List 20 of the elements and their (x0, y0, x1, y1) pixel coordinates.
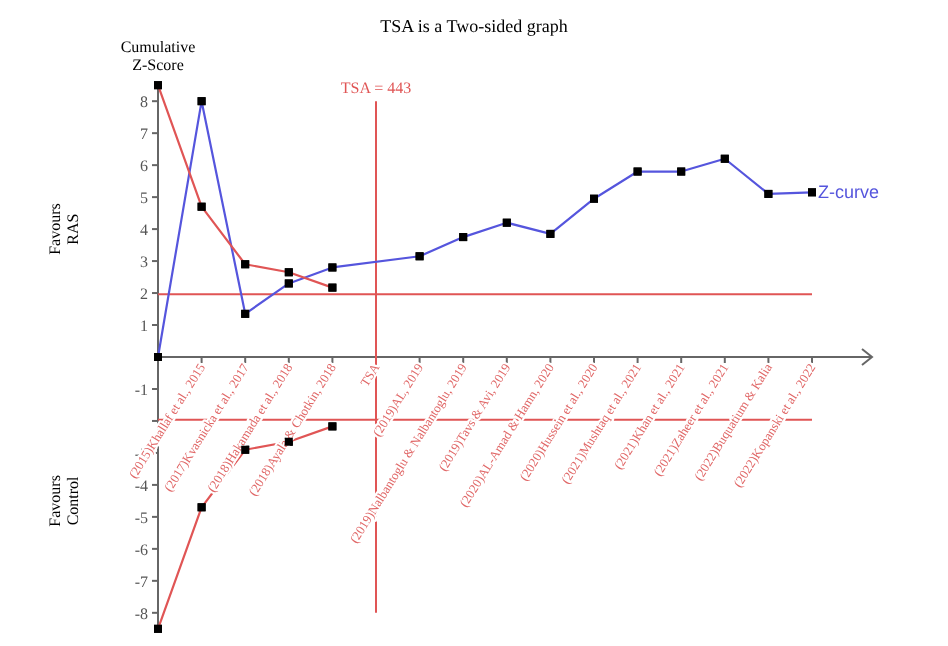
y-tick-label: 1 (140, 317, 148, 336)
text: Favours RAS (46, 203, 82, 255)
y-tick-label: 3 (140, 253, 148, 272)
y-tick-label: -4 (134, 476, 148, 495)
y-tick-label: 6 (140, 157, 148, 176)
y-tick-label: -6 (134, 540, 148, 559)
y-axis-title: Cumulative Z-Score (120, 38, 197, 74)
text: Favours Control (46, 474, 82, 527)
y-tick-label: 2 (140, 285, 148, 304)
y-tick-label: 7 (140, 125, 148, 144)
ref-line-label: TSA = 443 (340, 79, 412, 98)
y-tick-label: -7 (134, 572, 148, 591)
y-tick-label: 8 (140, 93, 148, 112)
y-tick-label: -5 (134, 508, 148, 527)
chart-title: TSA is a Two-sided graph (380, 16, 569, 36)
y-tick-label: -1 (134, 380, 148, 399)
y-tick-label: 4 (140, 221, 148, 240)
y-tick-label: 5 (140, 189, 148, 208)
y-tick-label: -8 (134, 604, 148, 623)
series-label: Z-curve (818, 182, 880, 203)
